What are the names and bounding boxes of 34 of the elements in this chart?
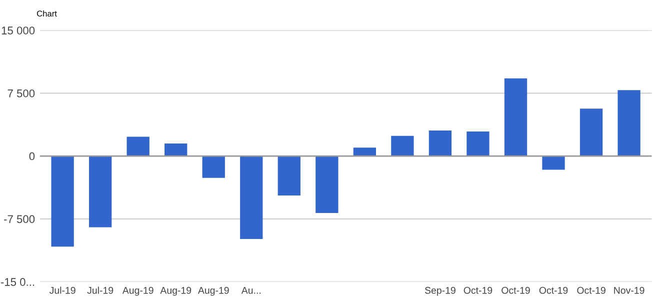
x-tick-label: Sep-19 <box>424 286 456 296</box>
bar <box>126 136 150 156</box>
x-tick-label: Oct-19 <box>539 286 568 294</box>
bar <box>278 156 300 196</box>
y-tick-label: 15 000 <box>2 26 35 34</box>
y-tick-label: -15 0... <box>0 278 34 286</box>
x-tick-label: Oct-19 <box>464 286 492 294</box>
bar <box>240 156 263 240</box>
bar <box>466 131 490 156</box>
x-tick-label: Nov-19 <box>614 286 644 294</box>
x-tick-label: Aug-19 <box>198 286 229 296</box>
x-tick-label: Jul-19 <box>87 286 114 294</box>
bar <box>202 156 225 178</box>
chart-title: Chart <box>37 10 57 17</box>
x-tick-label: Aug-19 <box>122 286 154 296</box>
bar <box>164 143 188 156</box>
x-tick-label: Oct-19 <box>577 286 606 294</box>
bar <box>504 78 528 156</box>
y-tick-label: 0 <box>29 152 35 160</box>
x-tick-label: Jul-19 <box>49 286 76 294</box>
x-tick-label: Oct-19 <box>502 286 530 294</box>
x-tick-label: Aug-19 <box>160 286 192 296</box>
bar <box>51 156 74 247</box>
x-tick-label: Au... <box>241 287 260 294</box>
bar <box>316 156 338 214</box>
bar <box>391 136 414 156</box>
bar <box>88 156 112 228</box>
bar <box>580 108 603 156</box>
bar <box>353 148 376 156</box>
bar <box>618 90 640 156</box>
y-tick-label: -7 500 <box>4 215 35 224</box>
bar <box>428 130 452 156</box>
bar <box>542 156 565 170</box>
y-tick-label: 7 500 <box>8 89 35 98</box>
